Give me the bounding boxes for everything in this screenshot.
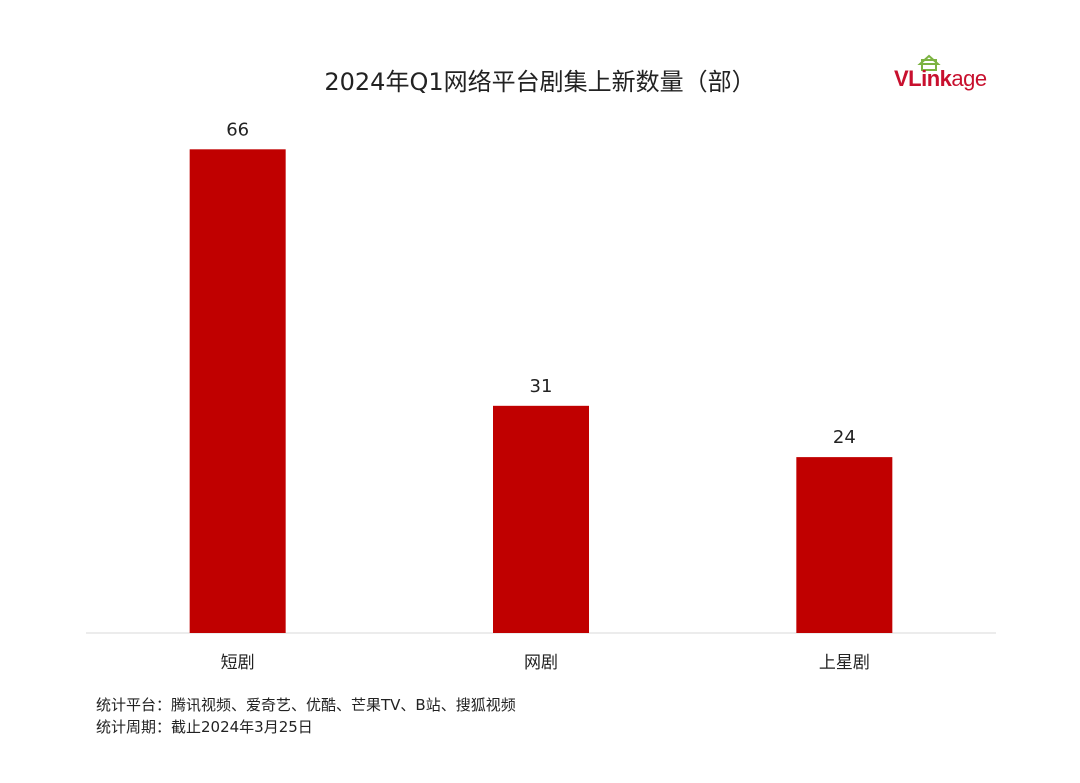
x-tick-label-1: 网剧 bbox=[524, 653, 558, 673]
footnote-period: 统计周期：截止2024年3月25日 bbox=[96, 718, 313, 736]
footnote-platforms: 统计平台：腾讯视频、爱奇艺、优酷、芒果TV、B站、搜狐视频 bbox=[96, 696, 516, 714]
data-label-2: 24 bbox=[833, 427, 856, 448]
data-label-1: 31 bbox=[530, 376, 553, 397]
bar-1 bbox=[493, 405, 589, 633]
footnotes: 统计平台：腾讯视频、爱奇艺、优酷、芒果TV、B站、搜狐视频 统计周期：截止202… bbox=[96, 694, 516, 738]
bar-2 bbox=[796, 457, 893, 633]
logo-text-light: age bbox=[951, 66, 987, 91]
x-tick-label-0: 短剧 bbox=[221, 653, 255, 673]
data-label-0: 66 bbox=[226, 119, 249, 140]
logo-text: VLinkage bbox=[894, 66, 987, 92]
chart-title: 2024年Q1网络平台剧集上新数量（部） bbox=[324, 68, 756, 96]
x-tick-label-2: 上星剧 bbox=[819, 653, 870, 673]
logo-text-bold: VLink bbox=[894, 66, 952, 91]
logo-envelope-icon bbox=[917, 54, 941, 71]
vlinkage-logo: VLinkage bbox=[894, 54, 1004, 94]
bar-0 bbox=[189, 149, 286, 634]
